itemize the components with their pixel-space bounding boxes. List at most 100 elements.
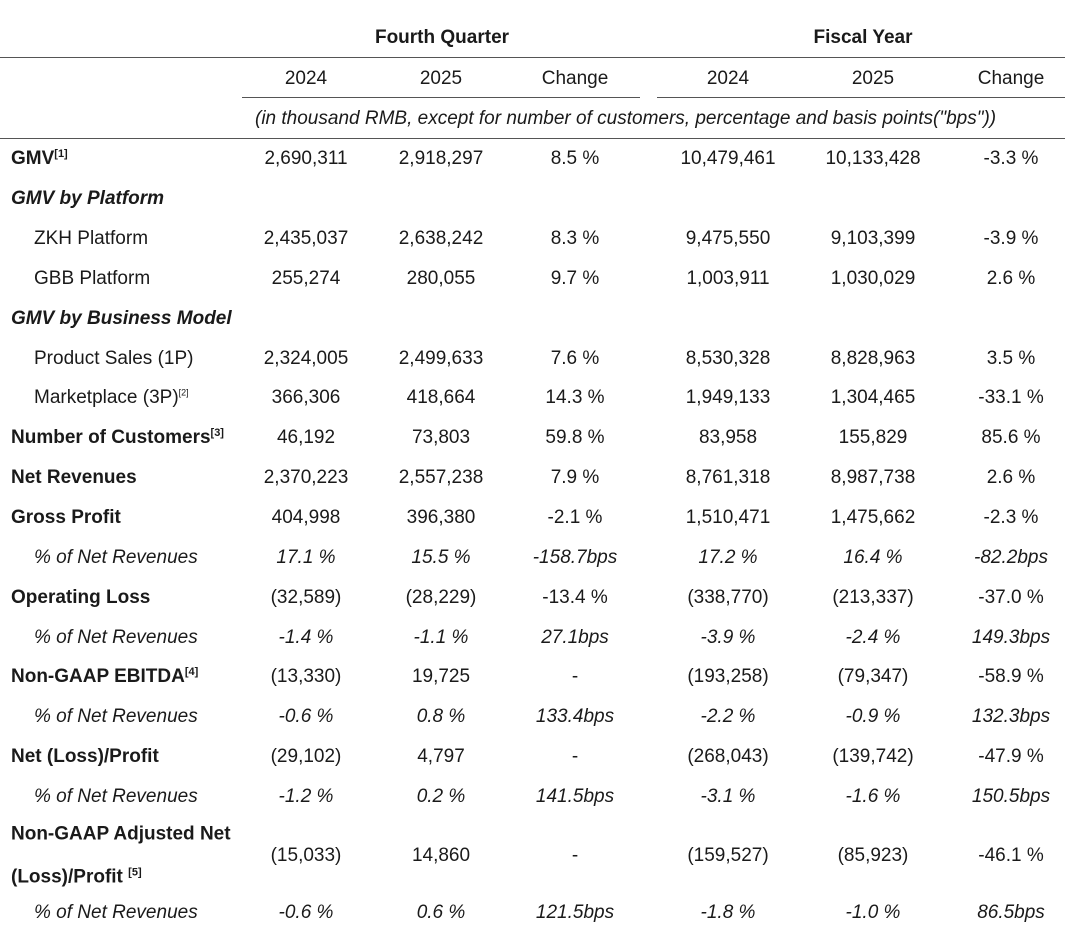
row-label-text: Number of Customers	[11, 427, 211, 449]
row-label-text: % of Net Revenues	[34, 706, 198, 727]
table-cell: 155,829	[838, 427, 908, 448]
table-cell: 8,761,318	[685, 467, 771, 488]
row-label: GMV by Platform	[11, 188, 164, 210]
table-cell: 46,192	[276, 427, 336, 448]
table-cell: -	[571, 845, 579, 866]
table-cell: -	[571, 666, 579, 687]
table-cell: -37.0 %	[978, 587, 1044, 608]
table-cell: 10,479,461	[680, 148, 776, 169]
row-label: Net (Loss)/Profit	[11, 746, 159, 768]
table-cell: 255,274	[271, 268, 341, 289]
row-label: GBB Platform	[34, 268, 150, 290]
row-label-text: % of Net Revenues	[34, 547, 198, 568]
row-label-text: % of Net Revenues	[34, 902, 198, 923]
table-cell: (29,102)	[270, 746, 342, 767]
table-cell: (193,258)	[687, 666, 769, 687]
table-cell: -2.3 %	[983, 507, 1039, 528]
table-cell: 2,435,037	[263, 228, 349, 249]
table-cell: -0.6 %	[278, 706, 334, 727]
table-cell: (268,043)	[687, 746, 769, 767]
table-cell: 17.2 %	[698, 547, 758, 568]
row-label-text: Net (Loss)/Profit	[11, 746, 159, 767]
column-header: 2025	[851, 68, 895, 89]
table-cell: -47.9 %	[978, 746, 1044, 767]
table-cell: -1.0 %	[845, 902, 901, 923]
group-header-fourth-quarter: Fourth Quarter	[374, 27, 510, 48]
row-label: Number of Customers[3]	[11, 427, 224, 449]
table-cell: 1,003,911	[686, 268, 770, 289]
group-header-fiscal-year: Fiscal Year	[813, 27, 913, 48]
table-cell: -1.2 %	[278, 786, 334, 807]
row-label-text: (Loss)/Profit	[11, 866, 129, 888]
row-label: % of Net Revenues	[34, 902, 198, 924]
table-cell: 7.6 %	[550, 348, 600, 369]
table-cell: 2.6 %	[986, 268, 1036, 289]
row-label-text: GMV by Platform	[11, 188, 165, 209]
table-cell: 59.8 %	[545, 427, 605, 448]
table-cell: (213,337)	[832, 587, 914, 608]
table-cell: 86.5bps	[977, 902, 1045, 923]
table-cell: -1.1 %	[413, 627, 469, 648]
table-cell: 15.5 %	[411, 547, 471, 568]
row-label: ZKH Platform	[34, 228, 148, 250]
table-cell: 9,103,399	[830, 228, 916, 249]
table-cell: 0.8 %	[416, 706, 466, 727]
row-label-text: ZKH Platform	[34, 228, 149, 249]
table-cell: -3.9 %	[700, 627, 756, 648]
table-cell: 1,030,029	[830, 268, 916, 289]
table-cell: 1,510,471	[685, 507, 771, 528]
table-cell: (159,527)	[687, 845, 769, 866]
row-label-text: Non-GAAP EBITDA	[11, 666, 185, 688]
table-cell: 10,133,428	[825, 148, 921, 169]
table-cell: 2,557,238	[398, 467, 484, 488]
table-cell: -0.6 %	[278, 902, 334, 923]
table-cell: 2,638,242	[398, 228, 484, 249]
footnote-marker: [2]	[178, 387, 189, 398]
table-cell: 8,828,963	[830, 348, 916, 369]
table-cell: -2.4 %	[845, 627, 901, 648]
row-label: % of Net Revenues	[34, 706, 198, 728]
table-cell: (13,330)	[270, 666, 342, 687]
table-cell: -0.9 %	[845, 706, 901, 727]
table-cell: 73,803	[411, 427, 471, 448]
table-cell: 2,324,005	[263, 348, 349, 369]
table-cell: -82.2bps	[974, 547, 1048, 568]
row-label-text: % of Net Revenues	[34, 627, 198, 648]
row-label: GMV[1]	[11, 148, 68, 170]
divider	[0, 57, 1065, 58]
table-cell: 2.6 %	[986, 467, 1036, 488]
footnote-marker: [3]	[210, 426, 224, 439]
table-cell: 2,499,633	[398, 348, 484, 369]
column-header: Change	[541, 68, 609, 89]
row-label-text: GMV	[11, 148, 55, 170]
table-cell: 14.3 %	[545, 387, 605, 408]
row-label: Gross Profit	[11, 507, 121, 529]
row-label-text: Non-GAAP Adjusted Net	[11, 823, 231, 845]
divider	[657, 97, 1065, 98]
table-cell: 1,304,465	[830, 387, 916, 408]
row-label: Non-GAAP Adjusted Net (Loss)/Profit [5]	[11, 815, 231, 896]
table-cell: 141.5bps	[535, 786, 615, 807]
table-cell: 366,306	[271, 387, 341, 408]
table-cell: -1.8 %	[700, 902, 756, 923]
table-cell: 150.5bps	[971, 786, 1051, 807]
table-cell: 280,055	[406, 268, 476, 289]
table-cell: 396,380	[406, 507, 476, 528]
footnote-marker: [4]	[184, 665, 199, 678]
row-label-text: Net Revenues	[11, 467, 137, 488]
table-cell: (79,347)	[837, 666, 909, 687]
table-cell: -1.4 %	[278, 627, 334, 648]
row-label: Marketplace (3P)[2]	[34, 387, 189, 409]
row-label-text: Operating Loss	[11, 587, 151, 608]
column-header: Change	[977, 68, 1045, 89]
table-cell: (28,229)	[405, 587, 477, 608]
table-cell: -3.9 %	[983, 228, 1039, 249]
table-cell: 8.5 %	[550, 148, 600, 169]
table-cell: -3.1 %	[700, 786, 756, 807]
table-cell: (32,589)	[270, 587, 342, 608]
table-cell: 9.7 %	[550, 268, 600, 289]
row-label: % of Net Revenues	[34, 547, 198, 569]
column-header: 2024	[706, 68, 750, 89]
table-cell: (15,033)	[270, 845, 342, 866]
table-cell: -158.7bps	[532, 547, 618, 568]
